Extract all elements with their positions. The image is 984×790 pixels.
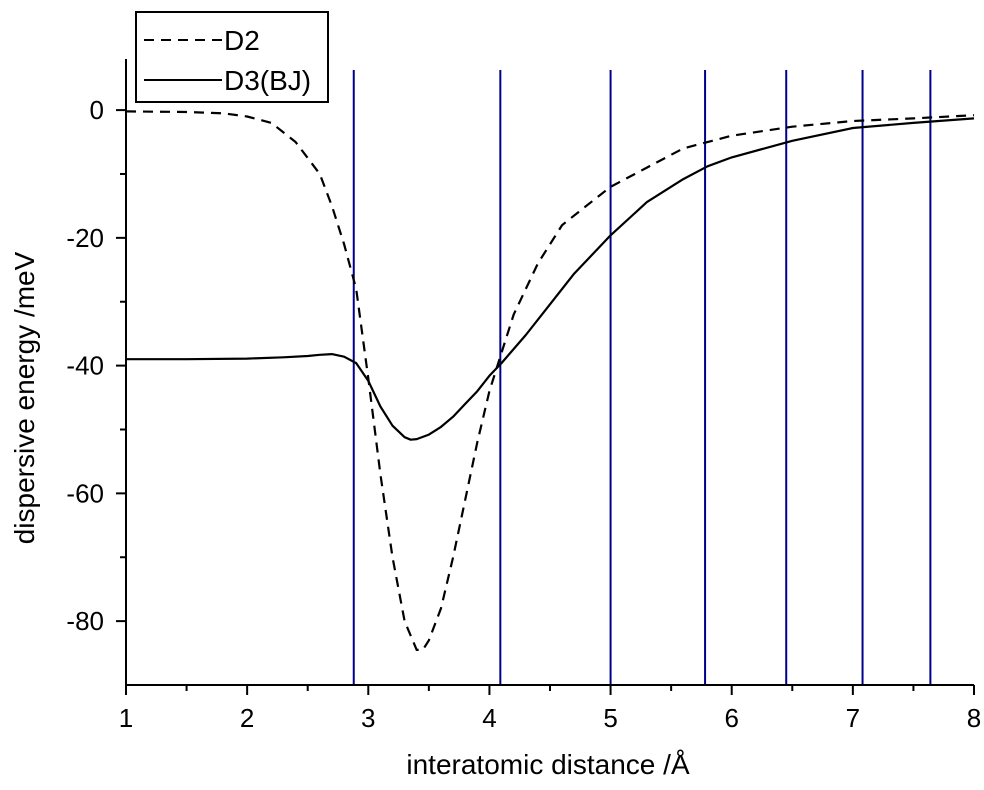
x-tick-label-8: 8	[967, 703, 981, 733]
series-line-d3bj	[126, 117, 975, 441]
x-tick-label-1: 1	[119, 703, 133, 733]
x-tick-label-3: 3	[361, 703, 375, 733]
y-tick-label--80: -80	[66, 606, 104, 636]
legend-label-d2: D2	[224, 25, 260, 56]
series-layer	[125, 110, 975, 651]
vertical-reference-lines	[352, 70, 932, 685]
y-tick-label--20: -20	[66, 223, 104, 253]
legend-box	[135, 11, 329, 103]
x-tick-label-2: 2	[240, 703, 254, 733]
ticks: 1 2 3 4 5 6 7 8 0 -20 -40 -60 -80	[66, 95, 981, 733]
y-tick-label--60: -60	[66, 478, 104, 508]
series-line-d2	[125, 110, 975, 651]
y-tick-label--40: -40	[66, 351, 104, 381]
y-axis-title: dispersive energy /meV	[9, 251, 40, 544]
x-axis-title: interatomic distance /Å	[406, 749, 690, 780]
axes	[125, 59, 974, 686]
x-tick-label-7: 7	[846, 703, 860, 733]
y-tick-label-0: 0	[90, 95, 104, 125]
x-tick-label-4: 4	[482, 703, 496, 733]
legend-label-d3bj: D3(BJ)	[224, 65, 311, 96]
x-tick-label-5: 5	[603, 703, 617, 733]
legend: D2 D3(BJ)	[135, 11, 329, 103]
x-tick-label-6: 6	[724, 703, 738, 733]
